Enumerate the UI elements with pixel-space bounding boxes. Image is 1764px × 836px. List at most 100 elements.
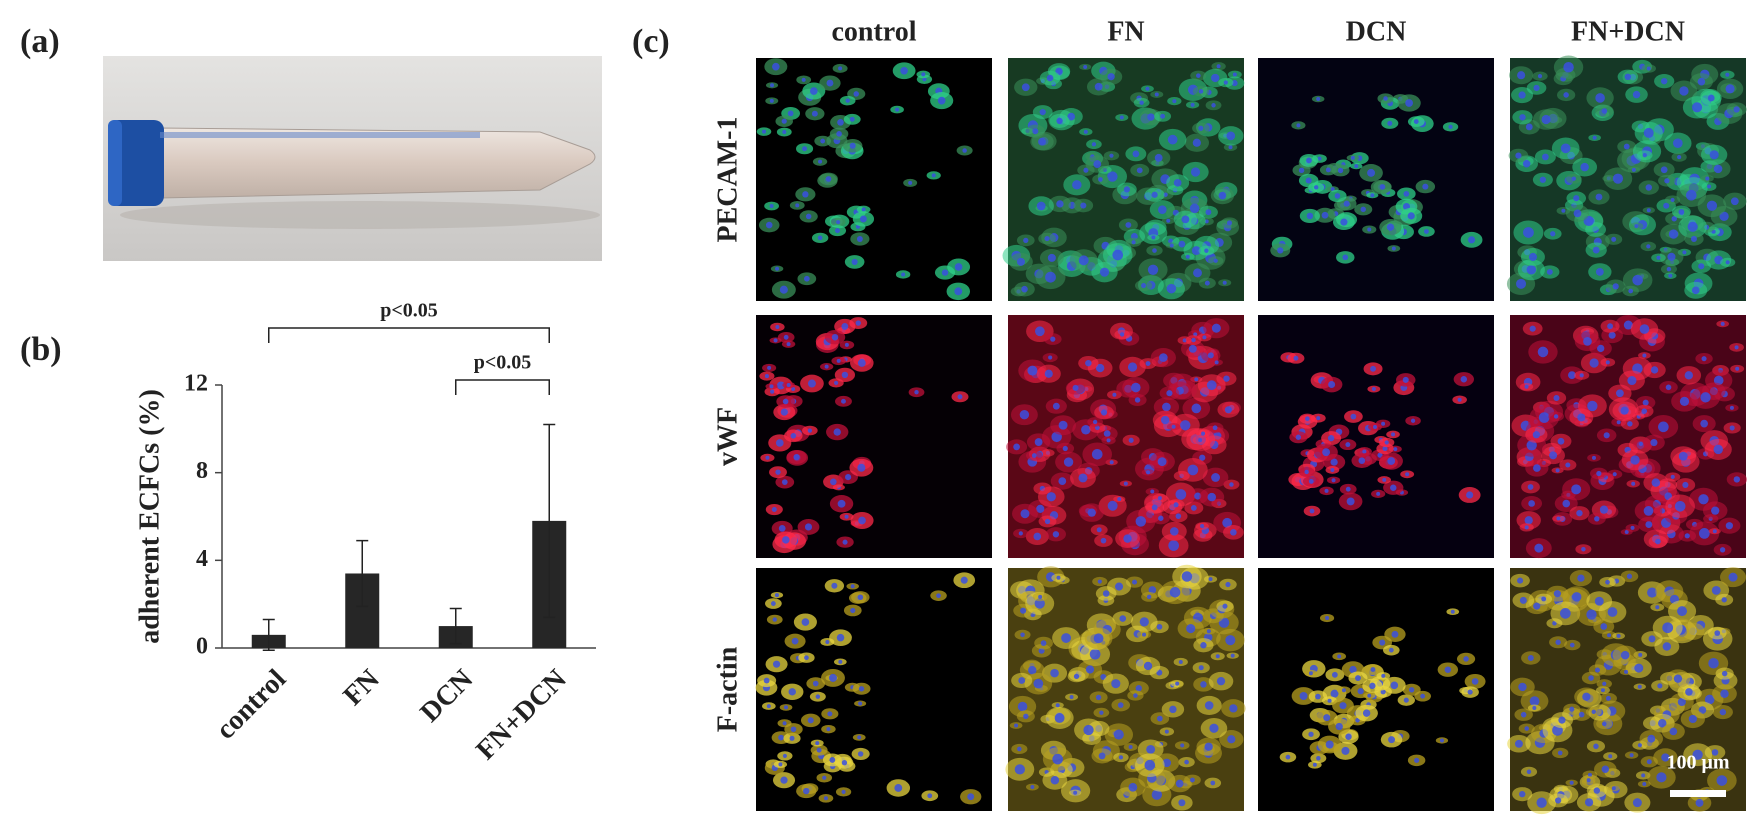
nucleus bbox=[767, 365, 772, 370]
nucleus bbox=[1039, 108, 1046, 116]
nucleus bbox=[1308, 479, 1314, 484]
nucleus bbox=[831, 582, 838, 589]
nucleus bbox=[921, 72, 926, 77]
nucleus bbox=[1299, 691, 1308, 701]
nucleus bbox=[1034, 438, 1043, 446]
nucleus bbox=[1577, 413, 1586, 422]
nucleus bbox=[1596, 470, 1602, 477]
nucleus bbox=[1050, 336, 1056, 342]
nucleus bbox=[1112, 249, 1124, 261]
nucleus bbox=[786, 342, 791, 347]
nucleus bbox=[845, 98, 850, 103]
nucleus bbox=[1553, 590, 1561, 598]
nucleus bbox=[770, 601, 776, 606]
nucleus bbox=[1169, 243, 1174, 248]
nucleus bbox=[829, 757, 836, 763]
nucleus bbox=[1402, 376, 1409, 383]
nucleus bbox=[1600, 688, 1605, 693]
nucleus bbox=[1097, 579, 1102, 584]
nucleus bbox=[1045, 271, 1056, 283]
scale-bar-label: 100 μm bbox=[1667, 752, 1730, 774]
nucleus bbox=[1697, 77, 1706, 86]
nucleus bbox=[1023, 237, 1029, 244]
nucleus bbox=[1534, 543, 1544, 553]
nucleus bbox=[1345, 486, 1351, 492]
nucleus bbox=[772, 62, 780, 71]
micrograph bbox=[1258, 568, 1494, 811]
nucleus bbox=[1190, 505, 1197, 511]
nucleus bbox=[1721, 670, 1728, 677]
nucleus bbox=[1175, 779, 1184, 788]
nucleus bbox=[1085, 359, 1092, 367]
nucleus bbox=[1151, 191, 1158, 198]
nucleus bbox=[766, 704, 771, 709]
nucleus bbox=[1109, 153, 1114, 158]
nucleus bbox=[1711, 749, 1719, 756]
nucleus bbox=[1226, 131, 1236, 141]
nucleus bbox=[1205, 209, 1212, 216]
nucleus bbox=[1228, 145, 1233, 150]
nucleus bbox=[1650, 366, 1659, 374]
nucleus bbox=[1626, 573, 1633, 579]
nucleus bbox=[1325, 167, 1331, 173]
nucleus bbox=[1330, 467, 1335, 472]
nucleus bbox=[1594, 516, 1600, 522]
nucleus bbox=[1607, 633, 1612, 638]
nucleus bbox=[1586, 778, 1591, 783]
nucleus bbox=[836, 358, 841, 363]
nucleus bbox=[827, 711, 833, 717]
nucleus bbox=[1308, 731, 1314, 737]
nucleus bbox=[954, 263, 963, 271]
nucleus bbox=[1414, 757, 1420, 763]
nucleus bbox=[1537, 74, 1543, 79]
nucleus bbox=[1200, 681, 1207, 688]
nucleus bbox=[1330, 187, 1335, 192]
nucleus bbox=[857, 751, 864, 757]
x-tick-label: FN+DCN bbox=[470, 664, 572, 766]
nucleus bbox=[1040, 640, 1047, 646]
nucleus bbox=[1601, 765, 1610, 774]
nucleus bbox=[1624, 73, 1632, 81]
nucleus bbox=[807, 379, 816, 388]
nucleus bbox=[1146, 744, 1156, 754]
nucleus bbox=[1021, 83, 1030, 92]
nucleus bbox=[1131, 382, 1141, 393]
nucleus bbox=[1698, 528, 1710, 539]
nucleus bbox=[1187, 464, 1199, 476]
nucleus bbox=[1132, 579, 1138, 585]
nucleus bbox=[816, 747, 822, 753]
nucleus bbox=[1692, 102, 1703, 113]
nucleus bbox=[1620, 650, 1630, 660]
nucleus bbox=[1577, 574, 1585, 582]
nucleus bbox=[781, 118, 787, 124]
nucleus bbox=[1296, 123, 1301, 128]
nucleus bbox=[1471, 678, 1479, 685]
nucleus bbox=[774, 593, 779, 598]
nucleus bbox=[1719, 547, 1726, 553]
nucleus bbox=[1555, 797, 1562, 804]
nucleus bbox=[790, 432, 797, 439]
nucleus bbox=[1587, 772, 1592, 777]
nucleus bbox=[1591, 455, 1596, 460]
nucleus bbox=[1186, 623, 1196, 634]
nucleus bbox=[1341, 688, 1346, 693]
nucleus bbox=[1729, 425, 1735, 431]
nucleus bbox=[1403, 697, 1409, 703]
nucleus bbox=[1645, 184, 1653, 191]
nucleus bbox=[1424, 229, 1429, 234]
nucleus bbox=[855, 320, 861, 326]
nucleus bbox=[1100, 409, 1108, 416]
nucleus bbox=[1519, 596, 1527, 604]
nucleus bbox=[1055, 703, 1060, 708]
nucleus bbox=[1094, 82, 1103, 91]
nucleus bbox=[836, 220, 841, 225]
nucleus bbox=[1562, 499, 1571, 508]
nucleus bbox=[1325, 740, 1334, 749]
nucleus bbox=[1647, 734, 1656, 743]
nucleus bbox=[1691, 286, 1700, 295]
nucleus bbox=[1229, 482, 1234, 487]
nucleus bbox=[778, 762, 783, 767]
nucleus bbox=[1658, 718, 1667, 728]
nucleus bbox=[1555, 468, 1560, 473]
